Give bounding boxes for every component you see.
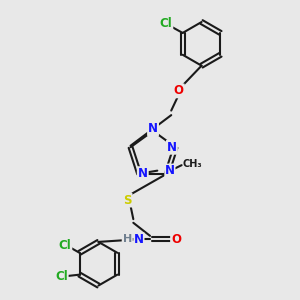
Text: O: O [171,233,181,246]
Text: CH₃: CH₃ [182,159,202,169]
Text: N: N [148,122,158,135]
Text: S: S [123,194,131,206]
Text: Cl: Cl [58,239,71,252]
Text: Cl: Cl [160,17,172,30]
Text: N: N [134,233,144,246]
Text: N: N [167,141,177,154]
Text: H: H [123,235,132,244]
Text: Cl: Cl [55,270,68,283]
Text: N: N [165,164,175,177]
Text: N: N [138,167,148,180]
Text: O: O [174,84,184,98]
